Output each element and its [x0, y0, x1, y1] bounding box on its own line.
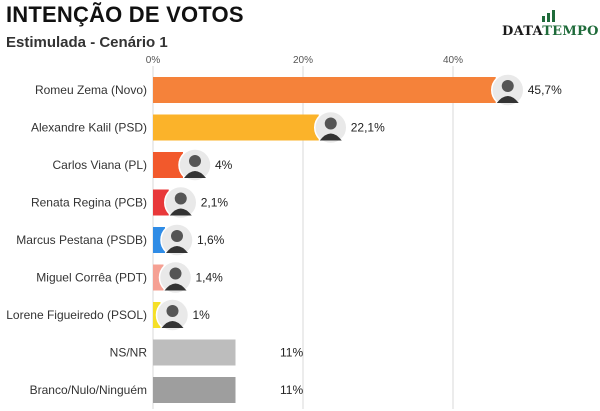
chart-subtitle: Estimulada - Cenário 1	[6, 34, 168, 51]
bar	[153, 77, 496, 103]
candidate-photo-head	[189, 155, 201, 167]
bar	[153, 189, 169, 216]
candidate-photo-body	[496, 96, 519, 103]
value-label: 1,6%	[197, 233, 225, 247]
candidate-photo-head	[169, 267, 182, 280]
candidate-photo-head	[501, 80, 514, 92]
x-tick-label: 0%	[146, 55, 161, 66]
bar	[153, 339, 236, 366]
x-tick-label: 40%	[443, 55, 463, 66]
value-label: 11%	[280, 383, 303, 397]
category-label: Renata Regina (PCB)	[31, 196, 147, 210]
value-label: 1%	[193, 308, 211, 322]
bar	[153, 377, 236, 403]
candidate-photo-head	[324, 117, 337, 130]
brand-name-part2: TEMPO	[542, 24, 599, 39]
category-label: NS/NR	[110, 346, 148, 360]
candidate-photo-body	[164, 283, 187, 291]
candidate-photo-head	[171, 230, 183, 242]
bar-chart-icon	[542, 10, 558, 22]
candidate-photo-body	[169, 208, 192, 216]
candidate-photo-body	[166, 246, 188, 253]
candidate-photo-body	[319, 133, 342, 141]
candidate-photo-body	[184, 171, 206, 178]
brand-name: DATATEMPO	[502, 24, 599, 39]
candidate-photo-head	[174, 192, 187, 205]
bar	[153, 264, 164, 291]
chart-title: INTENÇÃO DE VOTOS	[6, 2, 244, 27]
candidate-photo-body	[161, 321, 184, 328]
brand-name-part1: DATA	[502, 24, 543, 39]
category-label: Marcus Pestana (PSDB)	[16, 233, 147, 247]
value-label: 1,4%	[196, 271, 224, 285]
bar	[153, 152, 183, 178]
category-label: Alexandre Kalil (PSD)	[31, 121, 147, 135]
brand-logo: DATATEMPO	[502, 10, 598, 42]
category-label: Branco/Nulo/Ninguém	[30, 383, 147, 397]
category-label: Romeu Zema (Novo)	[35, 83, 147, 97]
value-label: 11%	[280, 346, 303, 360]
x-tick-label: 20%	[293, 55, 313, 66]
bar	[153, 114, 319, 141]
category-label: Carlos Viana (PL)	[53, 158, 148, 172]
value-label: 4%	[215, 158, 233, 172]
value-label: 45,7%	[528, 83, 562, 97]
category-label: Miguel Corrêa (PDT)	[36, 271, 147, 285]
category-label: Lorene Figueiredo (PSOL)	[6, 308, 147, 322]
value-label: 2,1%	[201, 196, 229, 210]
candidate-photo-head	[166, 305, 179, 317]
value-label: 22,1%	[351, 121, 385, 135]
